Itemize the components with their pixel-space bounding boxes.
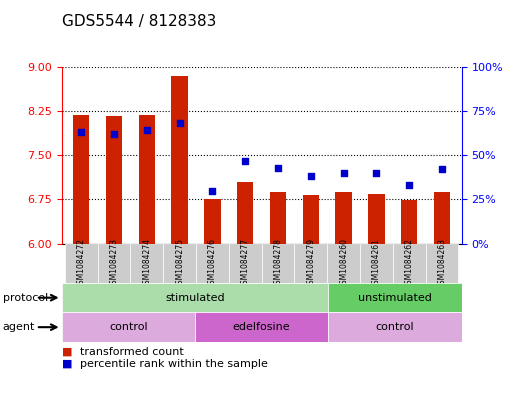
Text: GSM1084274: GSM1084274 xyxy=(142,238,151,289)
Point xyxy=(438,166,446,173)
Bar xyxy=(62,283,328,312)
Text: control: control xyxy=(109,322,148,332)
Text: GSM1084278: GSM1084278 xyxy=(273,238,283,289)
Text: percentile rank within the sample: percentile rank within the sample xyxy=(80,358,267,369)
Text: transformed count: transformed count xyxy=(80,347,183,357)
FancyBboxPatch shape xyxy=(360,244,393,283)
FancyBboxPatch shape xyxy=(229,244,262,283)
Text: control: control xyxy=(376,322,415,332)
Text: agent: agent xyxy=(3,322,35,332)
Bar xyxy=(336,192,352,244)
FancyBboxPatch shape xyxy=(65,244,97,283)
Bar xyxy=(303,195,319,244)
Bar xyxy=(270,192,286,244)
Text: GSM1084277: GSM1084277 xyxy=(241,238,250,289)
Text: unstimulated: unstimulated xyxy=(358,293,432,303)
Text: stimulated: stimulated xyxy=(165,293,225,303)
Bar xyxy=(368,193,385,244)
FancyBboxPatch shape xyxy=(163,244,196,283)
Text: GSM1084279: GSM1084279 xyxy=(306,238,315,289)
Text: GSM1084275: GSM1084275 xyxy=(175,238,184,289)
Bar xyxy=(106,116,122,244)
Text: GSM1084262: GSM1084262 xyxy=(405,238,413,289)
Text: GSM1084263: GSM1084263 xyxy=(438,238,446,289)
Bar xyxy=(195,312,328,342)
Text: GSM1084260: GSM1084260 xyxy=(339,238,348,289)
Text: GSM1084261: GSM1084261 xyxy=(372,238,381,289)
Point xyxy=(307,173,315,180)
FancyBboxPatch shape xyxy=(393,244,426,283)
Text: GSM1084272: GSM1084272 xyxy=(77,238,86,289)
Point xyxy=(274,164,282,171)
FancyBboxPatch shape xyxy=(426,244,459,283)
Point xyxy=(143,127,151,134)
Point xyxy=(405,182,413,188)
Point xyxy=(77,129,85,135)
Bar xyxy=(401,200,418,244)
FancyBboxPatch shape xyxy=(262,244,294,283)
Point xyxy=(110,131,118,137)
FancyBboxPatch shape xyxy=(294,244,327,283)
Bar xyxy=(434,192,450,244)
Bar xyxy=(204,199,221,244)
Bar xyxy=(237,182,253,244)
Text: ■: ■ xyxy=(62,358,72,369)
Point xyxy=(208,187,216,194)
Point xyxy=(340,170,348,176)
Text: GSM1084276: GSM1084276 xyxy=(208,238,217,289)
Bar xyxy=(328,312,462,342)
Bar xyxy=(62,312,195,342)
FancyBboxPatch shape xyxy=(196,244,229,283)
Bar xyxy=(171,75,188,244)
FancyBboxPatch shape xyxy=(97,244,130,283)
Point xyxy=(175,120,184,127)
Point xyxy=(241,157,249,163)
FancyBboxPatch shape xyxy=(130,244,163,283)
Text: GDS5544 / 8128383: GDS5544 / 8128383 xyxy=(62,14,216,29)
Bar xyxy=(328,283,462,312)
Point xyxy=(372,170,381,176)
FancyBboxPatch shape xyxy=(327,244,360,283)
Text: GSM1084273: GSM1084273 xyxy=(110,238,119,289)
Text: protocol: protocol xyxy=(3,293,48,303)
Text: ■: ■ xyxy=(62,347,72,357)
Bar xyxy=(139,114,155,244)
Bar xyxy=(73,115,89,244)
Text: edelfosine: edelfosine xyxy=(233,322,290,332)
